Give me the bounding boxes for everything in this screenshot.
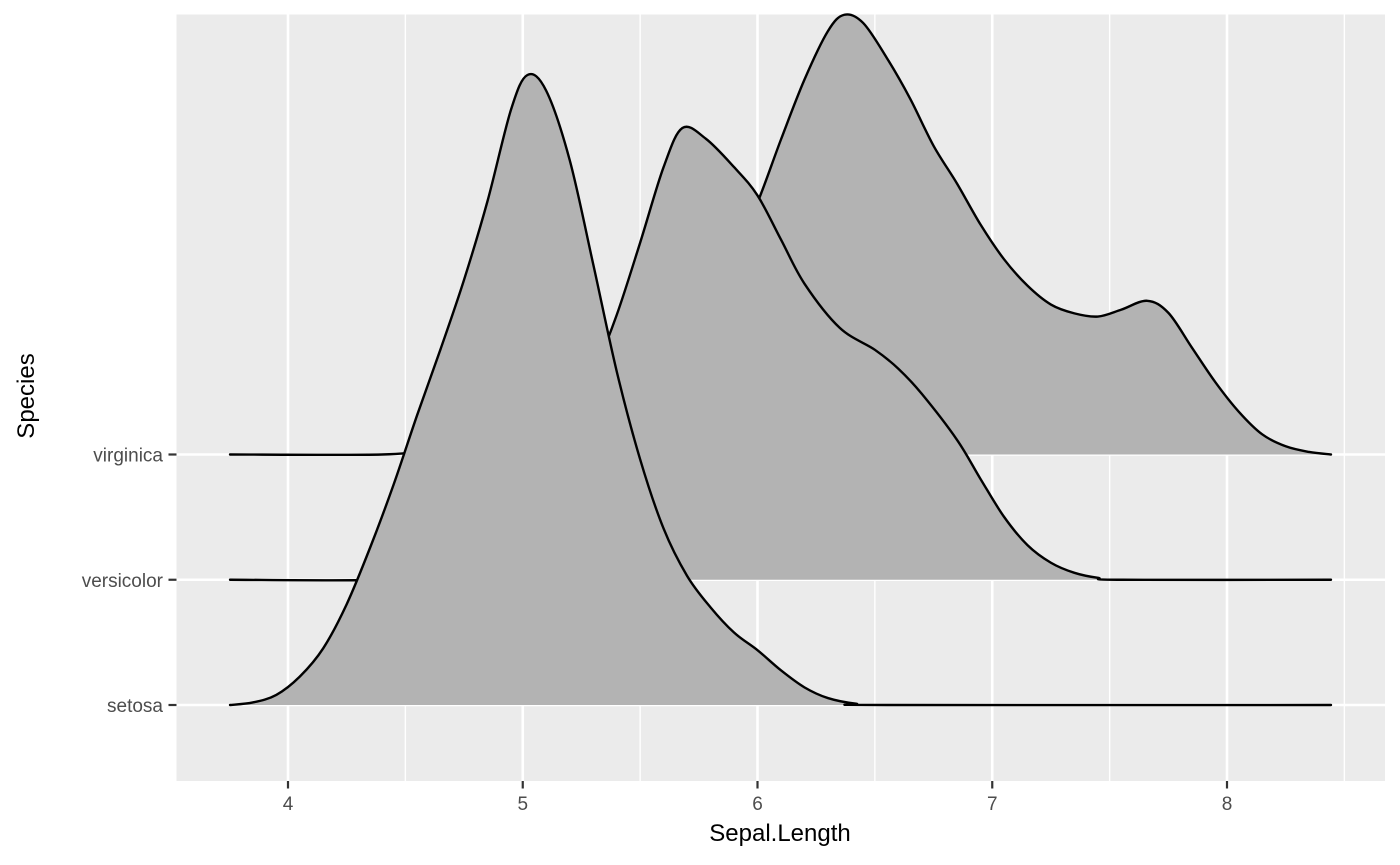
- x-tick-label: 6: [752, 794, 763, 815]
- x-tick-label: 5: [517, 794, 528, 815]
- ridge-setosa: [228, 72, 1333, 707]
- y-tick-label-setosa: setosa: [107, 696, 163, 717]
- y-tick-label-versicolor: versicolor: [82, 571, 164, 592]
- y-tick-label-virginica: virginica: [93, 446, 163, 467]
- x-axis-title: Sepal.Length: [709, 820, 850, 847]
- y-axis-title: Species: [13, 353, 40, 438]
- x-tick-label: 8: [1222, 794, 1233, 815]
- x-tick-label: 7: [987, 794, 998, 815]
- x-tick-label: 4: [283, 794, 294, 815]
- plot-panel: 4 5 6 7 8 setosa versicolor virginica: [82, 13, 1385, 815]
